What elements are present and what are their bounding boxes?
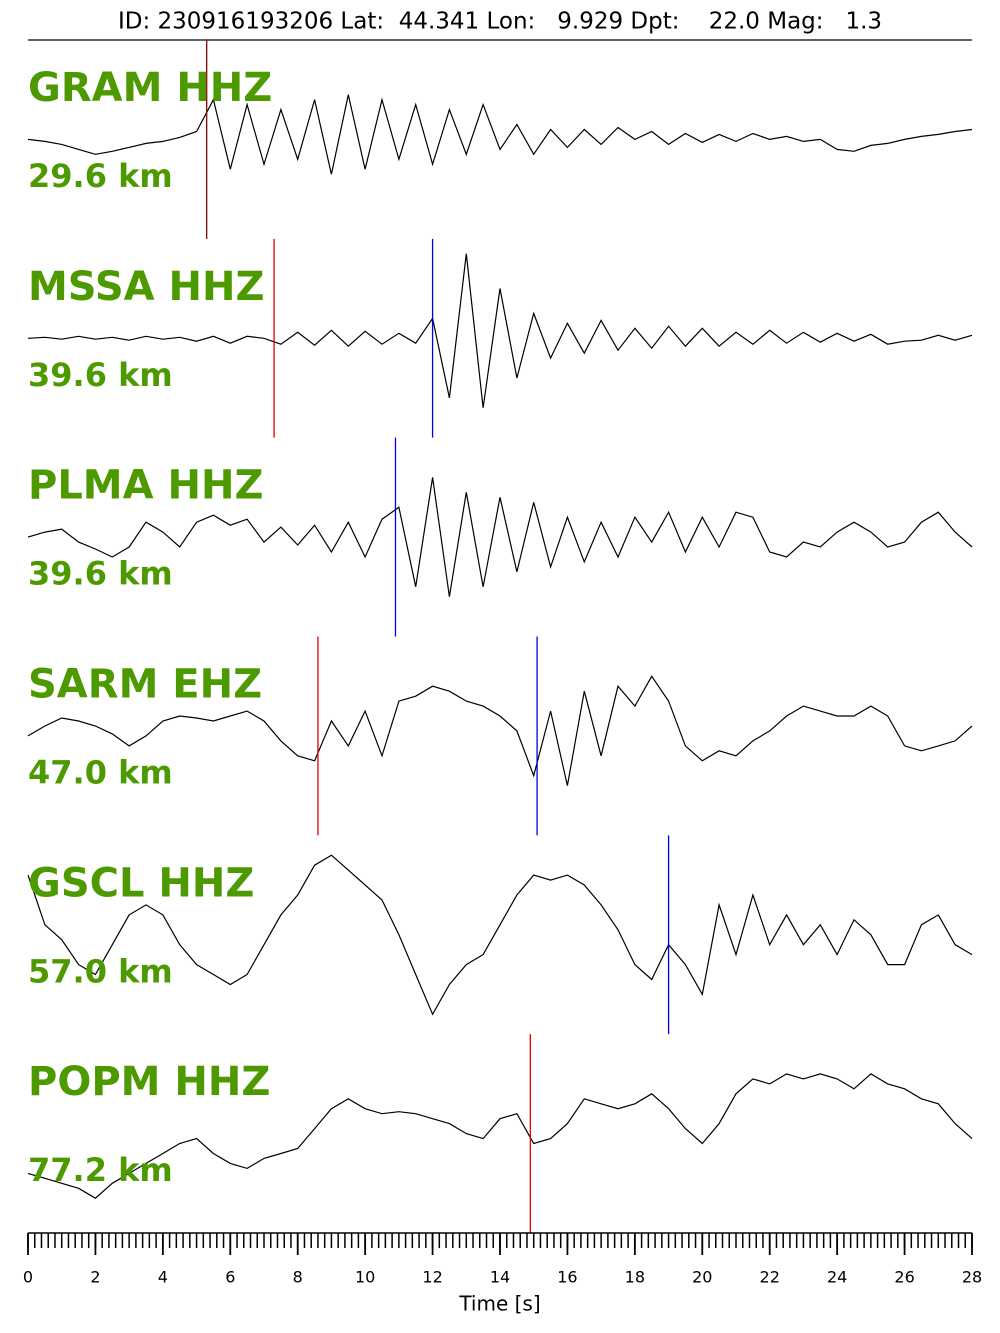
distance-label: 39.6 km — [28, 356, 173, 394]
distance-label: 77.2 km — [28, 1151, 173, 1189]
x-tick-label: 18 — [625, 1268, 645, 1287]
x-tick-label: 10 — [355, 1268, 375, 1287]
station-label: GRAM HHZ — [28, 65, 272, 111]
distance-label: 57.0 km — [28, 952, 173, 990]
x-tick-label: 16 — [557, 1268, 577, 1287]
distance-label: 29.6 km — [28, 157, 173, 195]
x-tick-label: 22 — [760, 1268, 780, 1287]
station-label: PLMA HHZ — [28, 463, 263, 509]
x-tick-label: 6 — [225, 1268, 235, 1287]
station-label: GSCL HHZ — [28, 860, 254, 906]
x-tick-label: 20 — [692, 1268, 712, 1287]
distance-label: 39.6 km — [28, 555, 173, 593]
station-label: POPM HHZ — [28, 1059, 270, 1105]
station-label: SARM EHZ — [28, 662, 262, 708]
waveform — [27, 854, 973, 1016]
x-tick-label: 26 — [894, 1268, 914, 1287]
waveform — [27, 1073, 973, 1199]
x-tick-label: 2 — [90, 1268, 100, 1287]
waveform — [27, 675, 973, 786]
chart-title: ID: 230916193206 Lat: 44.341 Lon: 9.929 … — [118, 9, 882, 35]
waveform — [27, 253, 973, 408]
x-tick-label: 4 — [158, 1268, 168, 1287]
waveform — [27, 94, 973, 175]
x-tick-label: 14 — [490, 1268, 510, 1287]
x-tick-label: 24 — [827, 1268, 847, 1287]
x-tick-label: 8 — [293, 1268, 303, 1287]
distance-label: 47.0 km — [28, 754, 173, 792]
x-tick-label: 12 — [422, 1268, 442, 1287]
x-tick-label: 28 — [962, 1268, 982, 1287]
station-label: MSSA HHZ — [28, 264, 264, 310]
x-tick-label: 0 — [23, 1268, 33, 1287]
x-axis-label: Time [s] — [458, 1292, 540, 1316]
waveform — [27, 477, 973, 597]
